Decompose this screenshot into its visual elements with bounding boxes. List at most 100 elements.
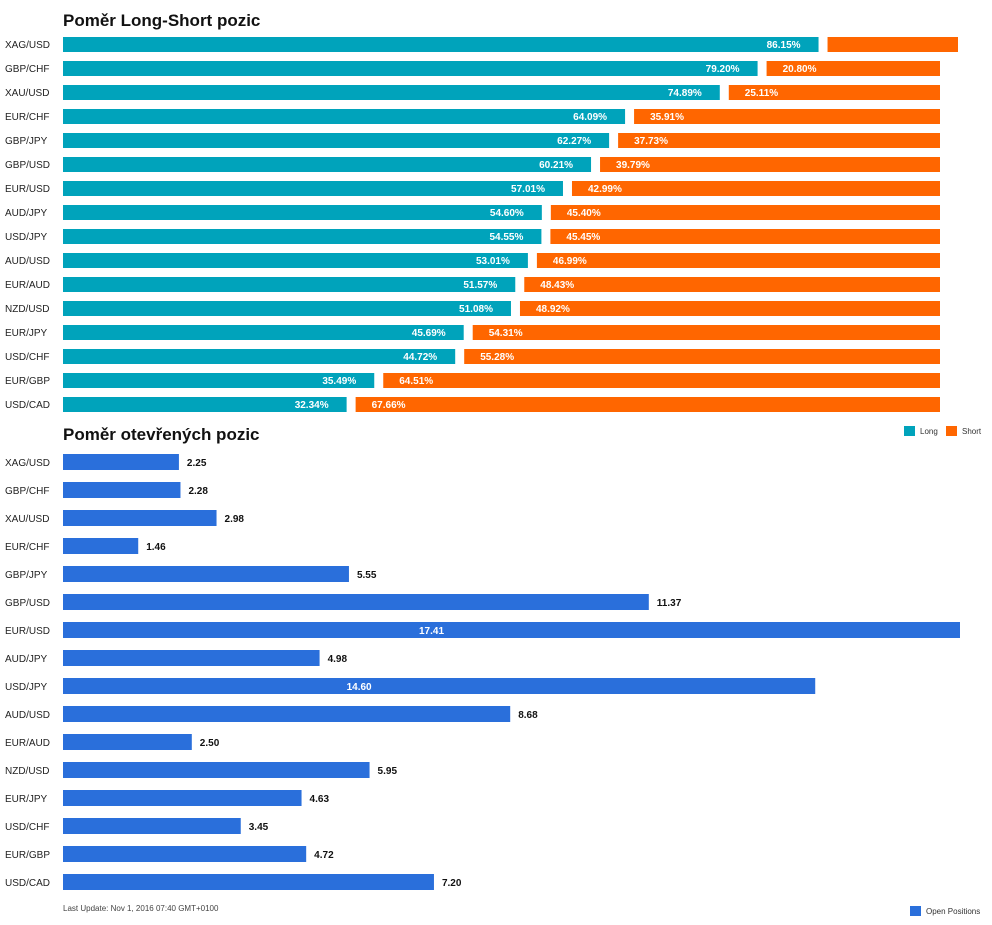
long-bar xyxy=(63,109,626,124)
category-label: USD/CHF xyxy=(5,352,49,363)
category-label: EUR/CHF xyxy=(5,112,49,123)
category-label: GBP/CHF xyxy=(5,486,49,497)
short-bar xyxy=(600,157,940,172)
category-label: EUR/AUD xyxy=(5,738,50,749)
category-label: USD/CHF xyxy=(5,822,49,833)
category-label: XAU/USD xyxy=(5,514,49,525)
long-bar xyxy=(63,397,347,412)
long-value-label: 44.72% xyxy=(403,352,437,363)
long-short-title: Poměr Long-Short pozic xyxy=(63,11,260,30)
open-positions-bar xyxy=(63,566,349,582)
long-bar xyxy=(63,229,542,244)
short-value-label: 45.45% xyxy=(566,232,600,243)
category-label: USD/JPY xyxy=(5,232,48,243)
legend-short-label: Short xyxy=(962,427,982,436)
long-bar xyxy=(63,181,563,196)
short-bar xyxy=(550,205,940,220)
short-value-label: 20.80% xyxy=(783,64,817,75)
short-bar xyxy=(383,373,940,388)
open-positions-bar xyxy=(63,818,241,834)
long-bar xyxy=(63,157,592,172)
open-positions-value-label: 2.25 xyxy=(187,458,207,469)
long-value-label: 51.57% xyxy=(463,280,497,291)
short-bar xyxy=(571,181,940,196)
category-label: GBP/JPY xyxy=(5,136,48,147)
open-positions-value-label: 5.95 xyxy=(378,766,398,777)
long-bar xyxy=(63,85,720,100)
long-short-chart: XAG/USD 86.15% GBP/CHF 79.20% 20.80% XAU/USD 7… xyxy=(5,37,958,412)
long-value-label: 54.60% xyxy=(490,208,524,219)
short-bar xyxy=(728,85,940,100)
open-positions-value-label: 8.68 xyxy=(518,710,538,721)
long-value-label: 35.49% xyxy=(322,376,356,387)
long-bar xyxy=(63,301,511,316)
open-positions-value-label: 1.46 xyxy=(146,542,166,553)
category-label: USD/JPY xyxy=(5,682,48,693)
short-bar xyxy=(519,301,940,316)
open-positions-bar xyxy=(63,510,217,526)
category-label: EUR/CHF xyxy=(5,542,49,553)
category-label: EUR/AUD xyxy=(5,280,50,291)
open-positions-value-label: 3.45 xyxy=(249,822,269,833)
legend-long-label: Long xyxy=(920,427,938,436)
category-label: USD/CAD xyxy=(5,878,50,889)
open-positions-bar xyxy=(63,482,181,498)
category-label: AUD/USD xyxy=(5,256,50,267)
open-positions-value-label: 2.98 xyxy=(225,514,245,525)
long-bar xyxy=(63,277,516,292)
short-value-label: 42.99% xyxy=(588,184,622,195)
long-bar xyxy=(63,37,819,52)
short-value-label: 64.51% xyxy=(399,376,433,387)
last-update-footer: Last Update: Nov 1, 2016 07:40 GMT+0100 xyxy=(63,904,219,913)
category-label: USD/CAD xyxy=(5,400,50,411)
category-label: XAU/USD xyxy=(5,88,49,99)
long-bar xyxy=(63,253,528,268)
category-label: NZD/USD xyxy=(5,304,49,315)
category-label: GBP/CHF xyxy=(5,64,49,75)
open-positions-bar xyxy=(63,874,434,890)
open-positions-bar xyxy=(63,538,139,554)
category-label: EUR/USD xyxy=(5,184,50,195)
long-bar xyxy=(63,133,610,148)
long-value-label: 74.89% xyxy=(668,88,702,99)
open-positions-bar xyxy=(63,678,816,694)
short-value-label: 55.28% xyxy=(480,352,514,363)
open-positions-value-label: 4.63 xyxy=(310,794,330,805)
long-bar xyxy=(63,205,542,220)
short-value-label: 46.99% xyxy=(553,256,587,267)
short-bar xyxy=(355,397,940,412)
long-value-label: 57.01% xyxy=(511,184,545,195)
long-bar xyxy=(63,61,758,76)
category-label: GBP/JPY xyxy=(5,570,48,581)
category-label: GBP/USD xyxy=(5,598,50,609)
long-value-label: 54.55% xyxy=(489,232,523,243)
long-value-label: 45.69% xyxy=(412,328,446,339)
category-label: AUD/JPY xyxy=(5,654,48,665)
legend-bottom: Open Positions xyxy=(910,906,980,916)
category-label: GBP/USD xyxy=(5,160,50,171)
short-bar xyxy=(827,37,958,52)
short-bar xyxy=(618,133,940,148)
open-positions-bar xyxy=(63,790,302,806)
legend-short-swatch xyxy=(946,426,957,436)
long-value-label: 62.27% xyxy=(557,136,591,147)
short-bar xyxy=(464,349,940,364)
long-value-label: 64.09% xyxy=(573,112,607,123)
short-value-label: 37.73% xyxy=(634,136,668,147)
category-label: EUR/JPY xyxy=(5,328,48,339)
open-positions-bar xyxy=(63,454,179,470)
open-positions-value-label: 4.72 xyxy=(314,850,334,861)
legend-open-swatch xyxy=(910,906,921,916)
category-label: AUD/USD xyxy=(5,710,50,721)
category-label: EUR/USD xyxy=(5,626,50,637)
open-positions-value-label: 17.41 xyxy=(419,626,444,637)
open-positions-bar xyxy=(63,706,511,722)
open-positions-bar xyxy=(63,594,649,610)
legend-top: Long Short xyxy=(904,426,982,436)
category-label: EUR/GBP xyxy=(5,850,50,861)
open-positions-bar xyxy=(63,650,320,666)
open-positions-bar xyxy=(63,734,192,750)
open-positions-value-label: 2.28 xyxy=(188,486,208,497)
short-bar xyxy=(550,229,940,244)
